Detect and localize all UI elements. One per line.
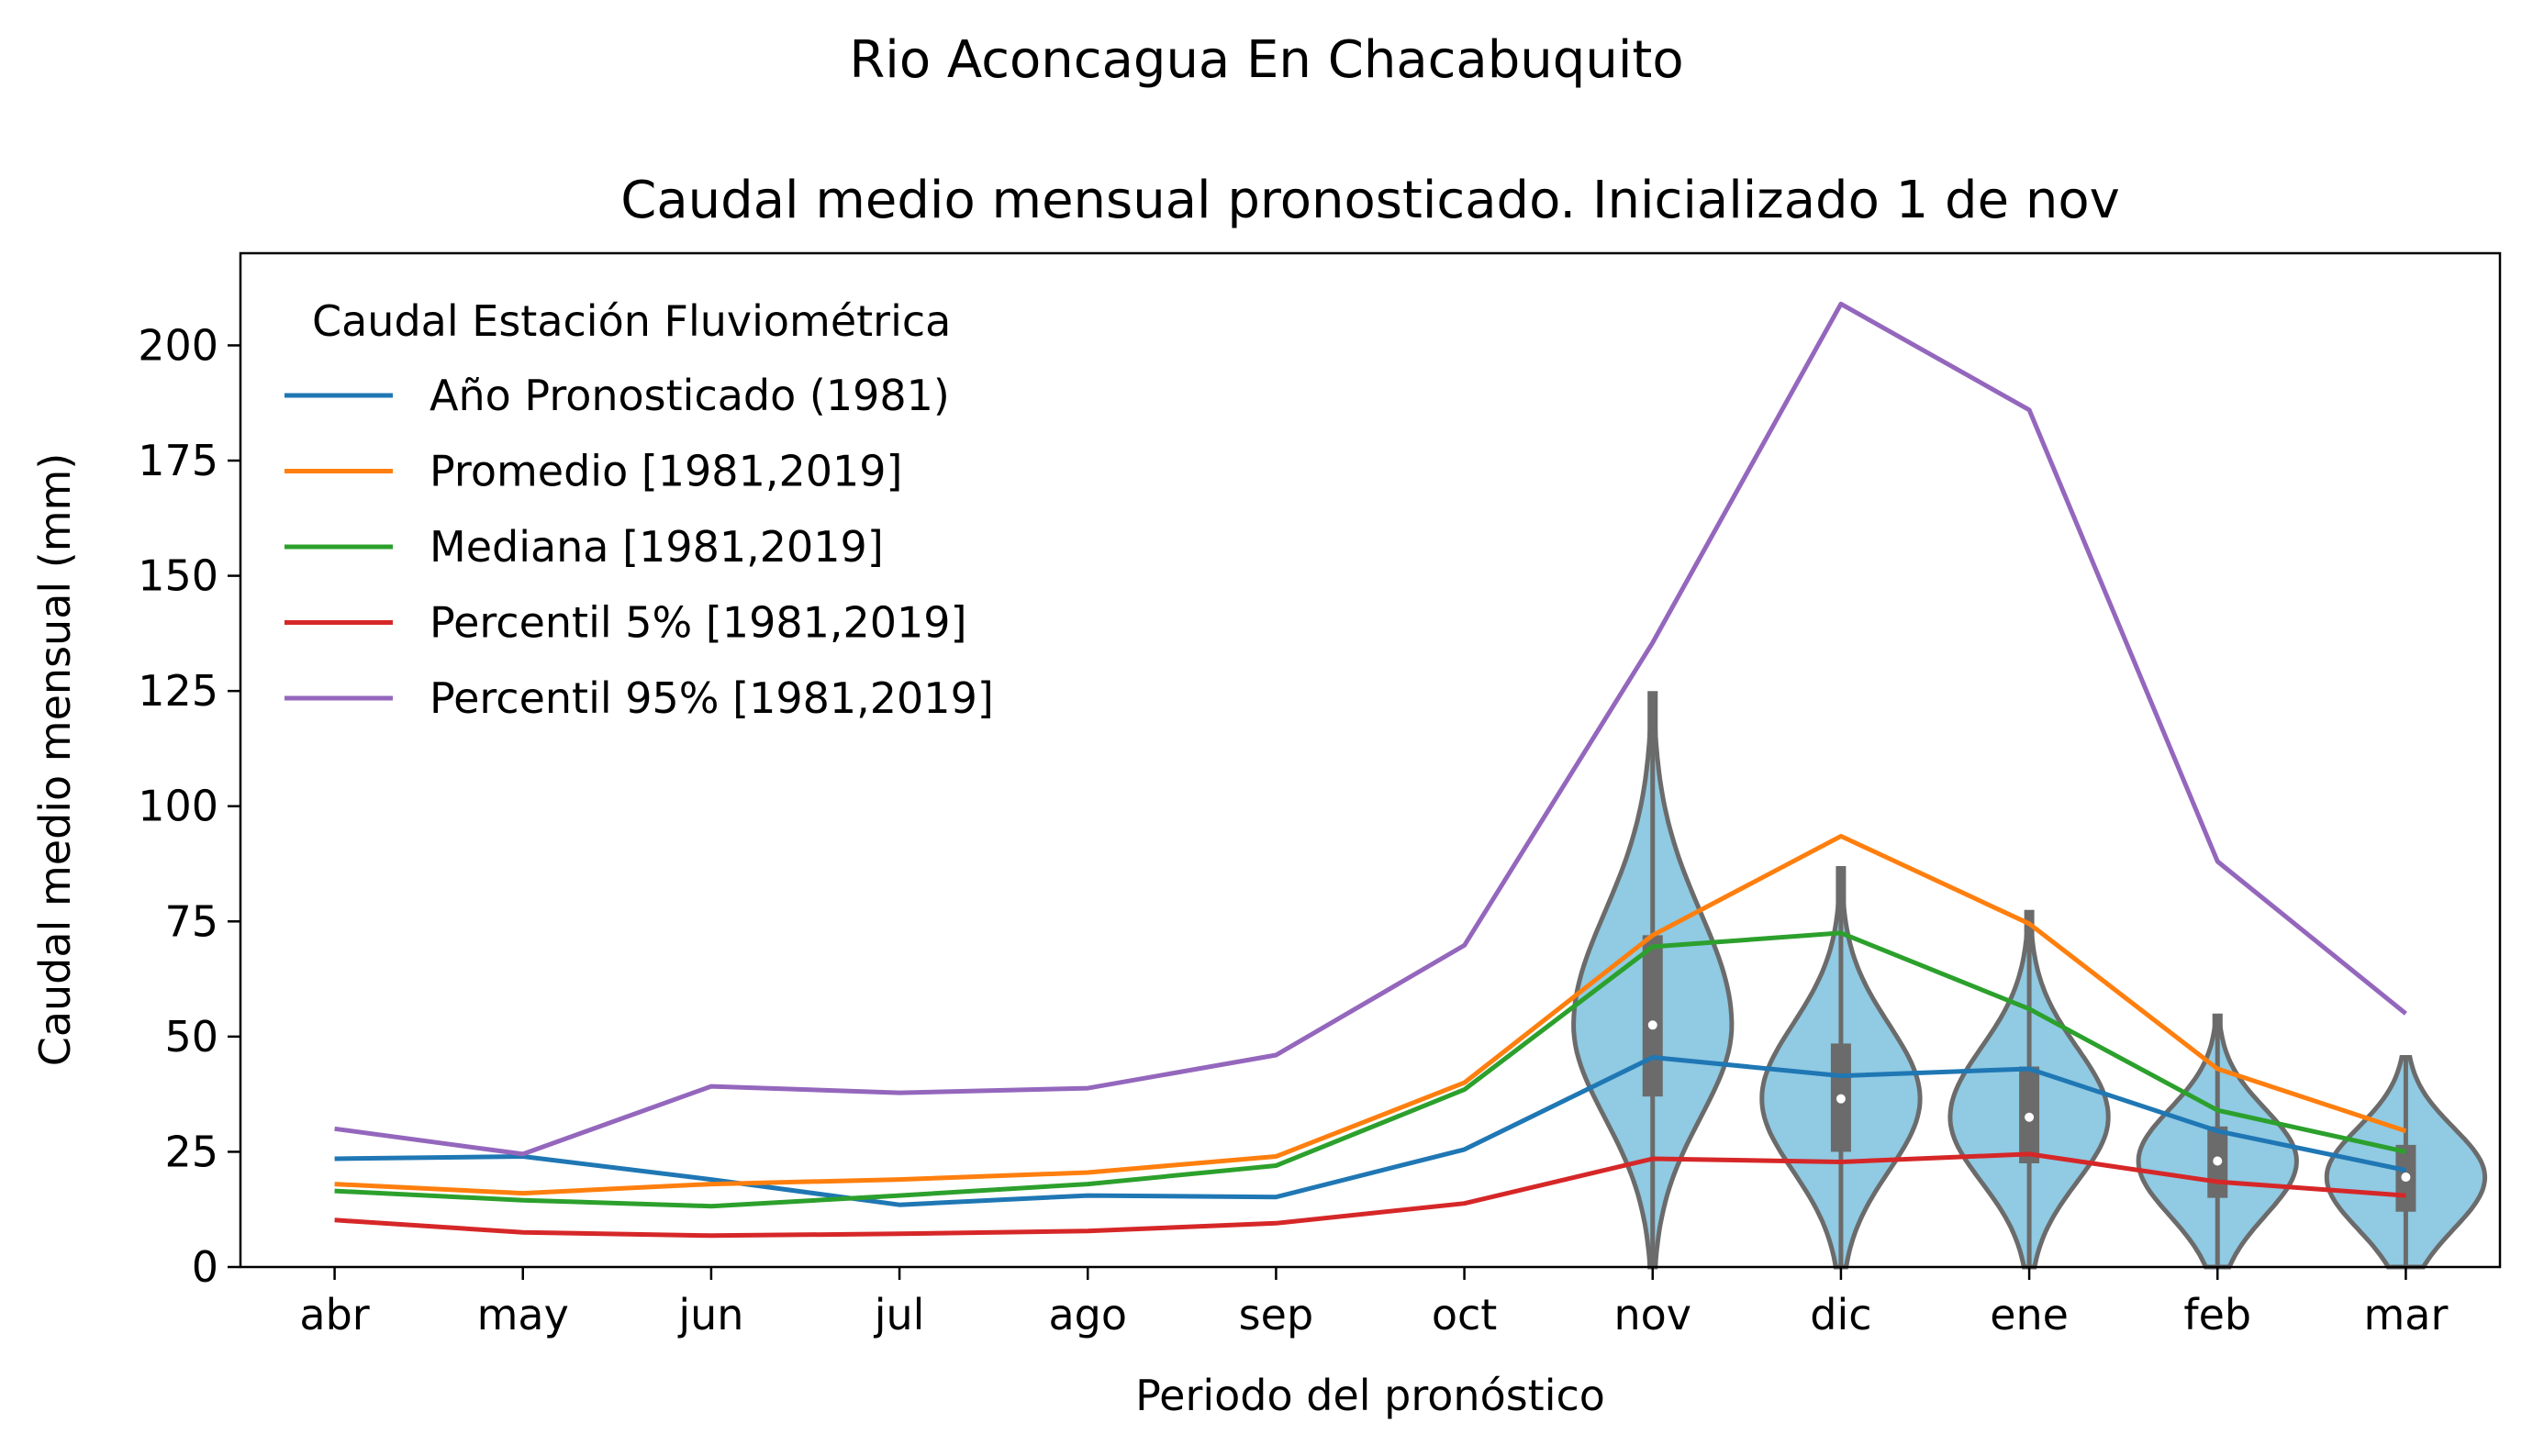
violin-iqr-nov bbox=[1642, 935, 1663, 1097]
x-tick-label: mar bbox=[2363, 1290, 2448, 1339]
series-line-2 bbox=[334, 930, 2406, 1209]
legend: Caudal Estación Fluviométrica Año Pronos… bbox=[285, 296, 994, 723]
series-lines bbox=[334, 301, 2407, 1239]
legend-label-1: Promedio [1981,2019] bbox=[430, 447, 902, 496]
x-tick-label: abr bbox=[299, 1290, 369, 1339]
legend-items: Año Pronosticado (1981) Promedio [1981,20… bbox=[285, 371, 994, 723]
y-tick-label: 125 bbox=[138, 666, 218, 716]
y-tick-label: 0 bbox=[192, 1242, 218, 1292]
x-tick-label: ago bbox=[1048, 1290, 1127, 1339]
y-tick-label: 200 bbox=[138, 320, 218, 370]
violin-median-ene bbox=[2025, 1112, 2035, 1122]
legend-label-3: Percentil 5% [1981,2019] bbox=[430, 598, 967, 648]
x-tick-label: nov bbox=[1613, 1290, 1691, 1339]
legend-title: Caudal Estación Fluviométrica bbox=[312, 296, 951, 346]
x-tick-label: jul bbox=[874, 1290, 925, 1339]
series-line-3 bbox=[334, 1151, 2406, 1239]
violin-median-nov bbox=[1647, 1020, 1657, 1030]
x-tick-label: jun bbox=[677, 1290, 743, 1339]
series-line-4 bbox=[334, 301, 2407, 1157]
y-tick-label: 175 bbox=[138, 436, 218, 485]
legend-label-4: Percentil 95% [1981,2019] bbox=[430, 673, 994, 723]
y-tick-label: 50 bbox=[164, 1012, 218, 1061]
series-line-0 bbox=[334, 1055, 2406, 1207]
x-tick-label: feb bbox=[2183, 1290, 2251, 1339]
violin-median-feb bbox=[2213, 1156, 2223, 1166]
series-line-1 bbox=[334, 833, 2407, 1196]
legend-label-2: Mediana [1981,2019] bbox=[430, 522, 884, 572]
chart-title: Caudal medio mensual pronosticado. Inici… bbox=[620, 171, 2120, 230]
x-tick-label: oct bbox=[1432, 1290, 1497, 1339]
y-tick-label: 25 bbox=[164, 1127, 218, 1176]
axes: 0 25 50 75 100 125 150 175 200 abr may jun jul ago sep… bbox=[138, 320, 2448, 1339]
y-tick-label: 75 bbox=[164, 896, 218, 946]
x-axis-label: Periodo del pronóstico bbox=[1135, 1371, 1605, 1420]
violin-median-dic bbox=[1836, 1094, 1846, 1104]
violin-median-mar bbox=[2401, 1173, 2411, 1183]
x-tick-label: dic bbox=[1810, 1290, 1871, 1339]
legend-label-0: Año Pronosticado (1981) bbox=[430, 371, 950, 420]
x-tick-label: sep bbox=[1239, 1290, 1313, 1339]
x-tick-label: may bbox=[477, 1290, 569, 1339]
violin-layer bbox=[1571, 691, 2488, 1270]
figure-suptitle: Rio Aconcagua En Chacabuquito bbox=[849, 30, 1683, 90]
y-tick-label: 100 bbox=[138, 782, 218, 831]
y-tick-label: 150 bbox=[138, 551, 218, 601]
x-tick-label: ene bbox=[1990, 1290, 2069, 1339]
y-axis-label: Caudal medio mensual (mm) bbox=[30, 453, 80, 1067]
plot-frame bbox=[239, 251, 2502, 1269]
